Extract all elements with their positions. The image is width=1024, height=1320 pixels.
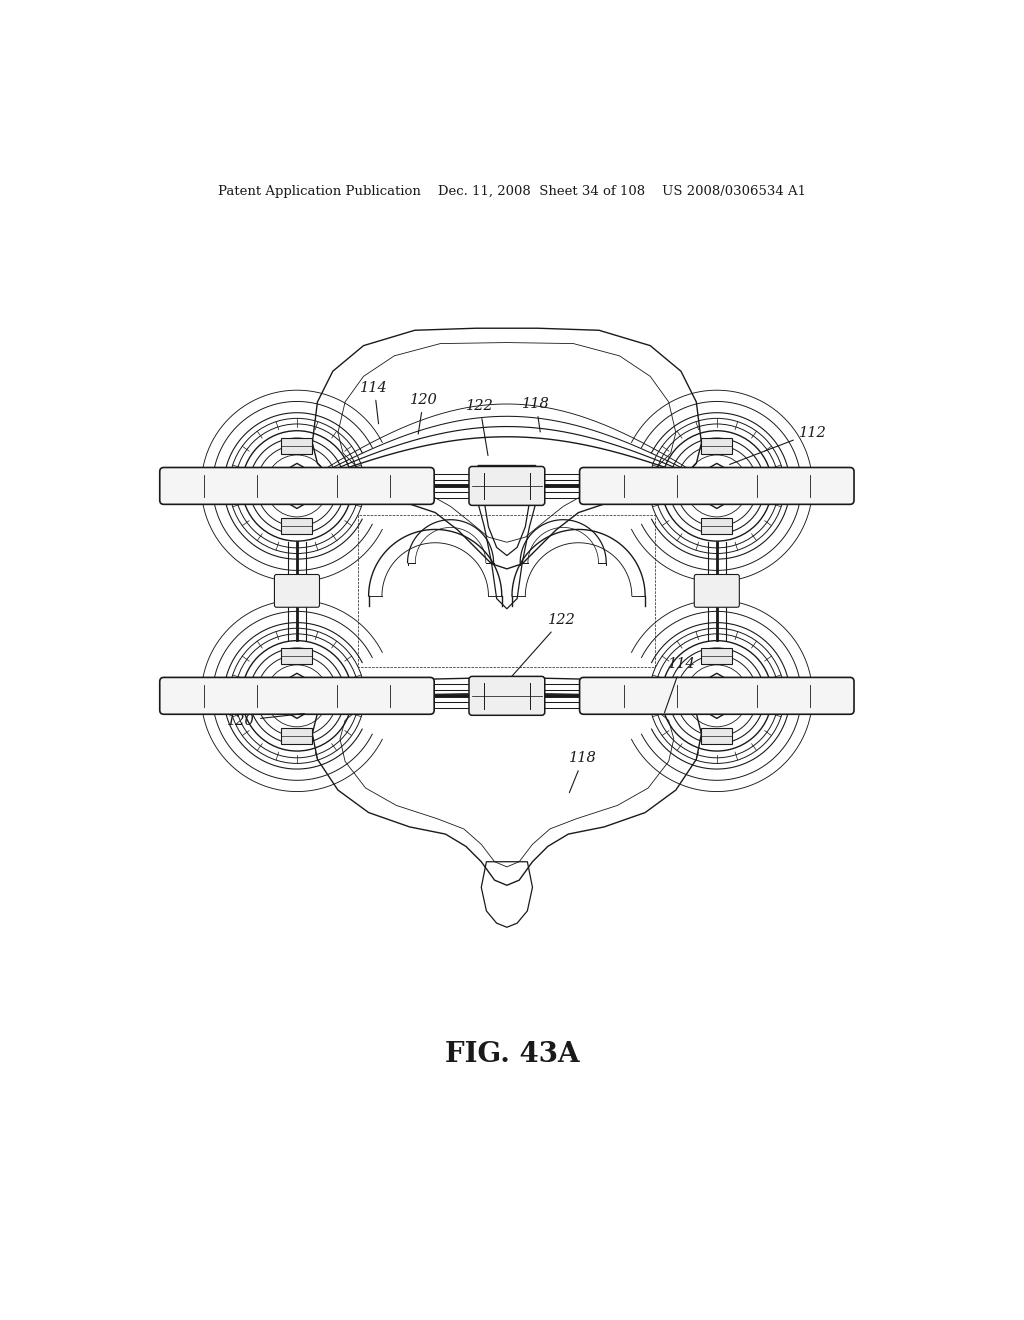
Text: FIG. 43A: FIG. 43A — [444, 1040, 580, 1068]
FancyBboxPatch shape — [580, 677, 854, 714]
FancyBboxPatch shape — [469, 466, 545, 506]
Text: 114: 114 — [360, 380, 388, 424]
FancyBboxPatch shape — [282, 648, 312, 664]
FancyBboxPatch shape — [701, 438, 732, 454]
FancyBboxPatch shape — [274, 574, 319, 607]
Text: 122: 122 — [504, 614, 575, 685]
Text: 120: 120 — [227, 714, 304, 727]
Text: 112: 112 — [730, 426, 826, 465]
FancyBboxPatch shape — [160, 467, 434, 504]
Text: 122: 122 — [466, 399, 494, 455]
Text: 118: 118 — [569, 751, 597, 792]
FancyBboxPatch shape — [282, 438, 312, 454]
FancyBboxPatch shape — [701, 648, 732, 664]
FancyBboxPatch shape — [282, 517, 312, 533]
Text: 114: 114 — [665, 657, 695, 713]
Text: 120: 120 — [410, 393, 437, 434]
FancyBboxPatch shape — [580, 467, 854, 504]
FancyBboxPatch shape — [701, 517, 732, 533]
Text: Patent Application Publication    Dec. 11, 2008  Sheet 34 of 108    US 2008/0306: Patent Application Publication Dec. 11, … — [218, 185, 806, 198]
FancyBboxPatch shape — [694, 574, 739, 607]
Text: 118: 118 — [522, 397, 550, 432]
FancyBboxPatch shape — [282, 727, 312, 743]
FancyBboxPatch shape — [160, 677, 434, 714]
FancyBboxPatch shape — [701, 727, 732, 743]
FancyBboxPatch shape — [469, 676, 545, 715]
